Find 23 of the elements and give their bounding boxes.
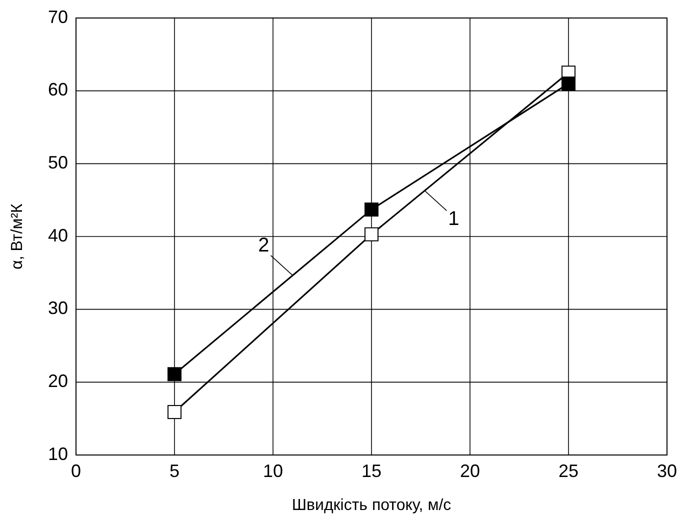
point: [562, 76, 576, 91]
point: [168, 367, 182, 382]
point: [364, 202, 378, 217]
y-tick-label: 50: [48, 152, 68, 172]
point: [168, 405, 182, 420]
y-tick-label: 10: [48, 444, 68, 464]
y-tick-label: 30: [48, 298, 68, 318]
x-tick-label: 5: [169, 461, 180, 481]
y-tick-label: 60: [48, 80, 68, 100]
y-axis-title: α, Вт/м²К: [9, 202, 26, 270]
series-label: 2: [258, 234, 270, 257]
x-tick-label: 30: [656, 461, 678, 481]
x-tick-label: 15: [361, 461, 382, 481]
y-tick-label: 40: [48, 225, 68, 246]
legend-label: 1: [448, 208, 460, 230]
x-tick-label: 20: [460, 461, 480, 481]
point: [364, 227, 378, 242]
x-tick-label: 0: [70, 461, 82, 481]
y-tick-label: 20: [48, 370, 68, 391]
x-tick-label: 25: [558, 461, 579, 481]
x-tick-label: 10: [262, 461, 284, 481]
y-tick-label: 70: [48, 6, 68, 27]
x-axis-title: Швидкість потоку, м/с: [292, 497, 452, 514]
